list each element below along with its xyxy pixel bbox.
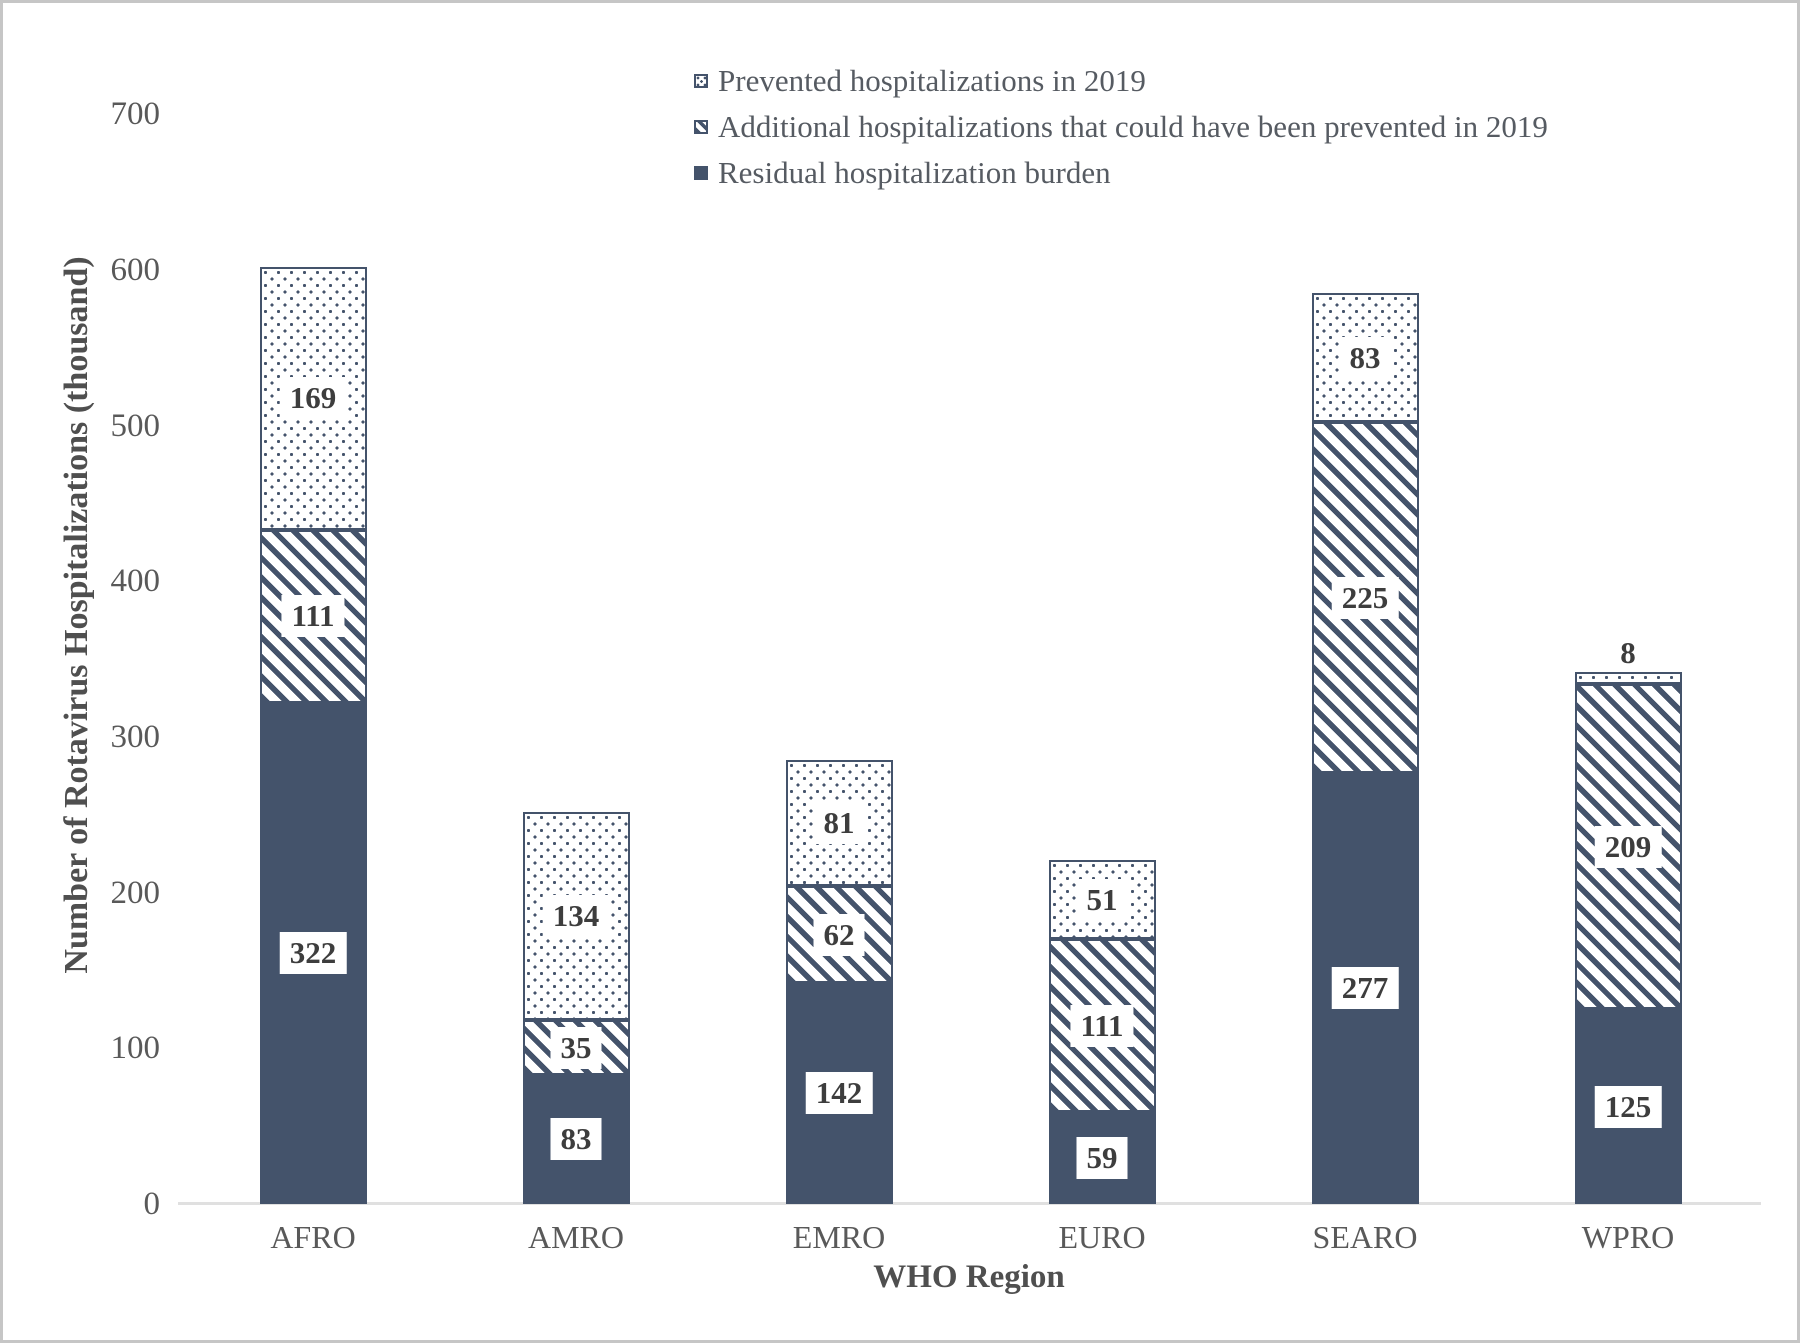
legend: Prevented hospitalizations in 2019 Additi… <box>694 58 1548 196</box>
legend-item-label: Residual hospitalization burden <box>718 155 1111 190</box>
y-tick-label: 200 <box>110 874 161 911</box>
y-tick-label: 400 <box>110 563 161 600</box>
data-label: 169 <box>279 377 347 420</box>
category-label: WPRO <box>1581 1219 1675 1255</box>
y-axis-title: Number of Rotavirus Hospitalizations (th… <box>58 256 95 974</box>
x-axis-title: WHO Region <box>873 1259 1065 1295</box>
category-label: AFRO <box>270 1219 356 1255</box>
legend-swatch-dotted-icon <box>694 74 708 88</box>
category-label: SEARO <box>1312 1219 1418 1255</box>
legend-item: Prevented hospitalizations in 2019 <box>694 58 1548 104</box>
legend-swatch-diagonal-hatch-icon <box>694 120 708 134</box>
category-label: EMRO <box>792 1219 886 1255</box>
legend-item-label: Prevented hospitalizations in 2019 <box>718 63 1146 98</box>
data-label: 209 <box>1594 825 1662 868</box>
data-label: 51 <box>1076 878 1128 921</box>
data-label: 125 <box>1594 1085 1662 1128</box>
y-tick-label: 600 <box>110 251 161 288</box>
bar-segment-dotted <box>1048 859 1156 940</box>
bar-segment-diagonal-hatch <box>785 886 893 983</box>
y-tick-label: 700 <box>110 96 161 133</box>
data-label: 111 <box>1070 1004 1134 1047</box>
x-axis-line <box>178 1202 1761 1205</box>
legend-swatch-solid-icon <box>694 166 708 180</box>
legend-item-label: Additional hospitalizations that could h… <box>718 109 1548 144</box>
legend-item: Residual hospitalization burden <box>694 150 1548 196</box>
data-label: 142 <box>805 1072 873 1115</box>
y-tick-label: 0 <box>143 1186 161 1222</box>
data-label: 83 <box>550 1118 602 1161</box>
data-label: 81 <box>813 802 865 845</box>
category-label: AMRO <box>527 1219 624 1255</box>
bar-segment-dotted <box>1574 671 1682 684</box>
data-label: 35 <box>550 1026 602 1069</box>
data-label: 134 <box>542 894 610 937</box>
data-label: 59 <box>1076 1137 1128 1180</box>
data-label: 62 <box>813 913 865 956</box>
bar-segment-dotted <box>785 760 893 887</box>
data-label: 83 <box>1339 336 1391 379</box>
data-label: 8 <box>1620 634 1636 670</box>
bar-segment-diagonal-hatch <box>259 529 367 703</box>
bar-segment-dotted <box>259 266 367 530</box>
y-tick-label: 100 <box>110 1030 161 1067</box>
bar-segment-solid <box>785 982 893 1204</box>
data-label: 111 <box>281 595 345 638</box>
data-label: 225 <box>1331 576 1399 619</box>
data-label: 322 <box>279 932 347 975</box>
legend-item: Additional hospitalizations that could h… <box>694 104 1548 150</box>
data-label: 277 <box>1331 967 1399 1010</box>
y-tick-label: 500 <box>110 407 161 444</box>
category-label: EURO <box>1058 1219 1146 1255</box>
y-tick-label: 300 <box>110 718 161 755</box>
